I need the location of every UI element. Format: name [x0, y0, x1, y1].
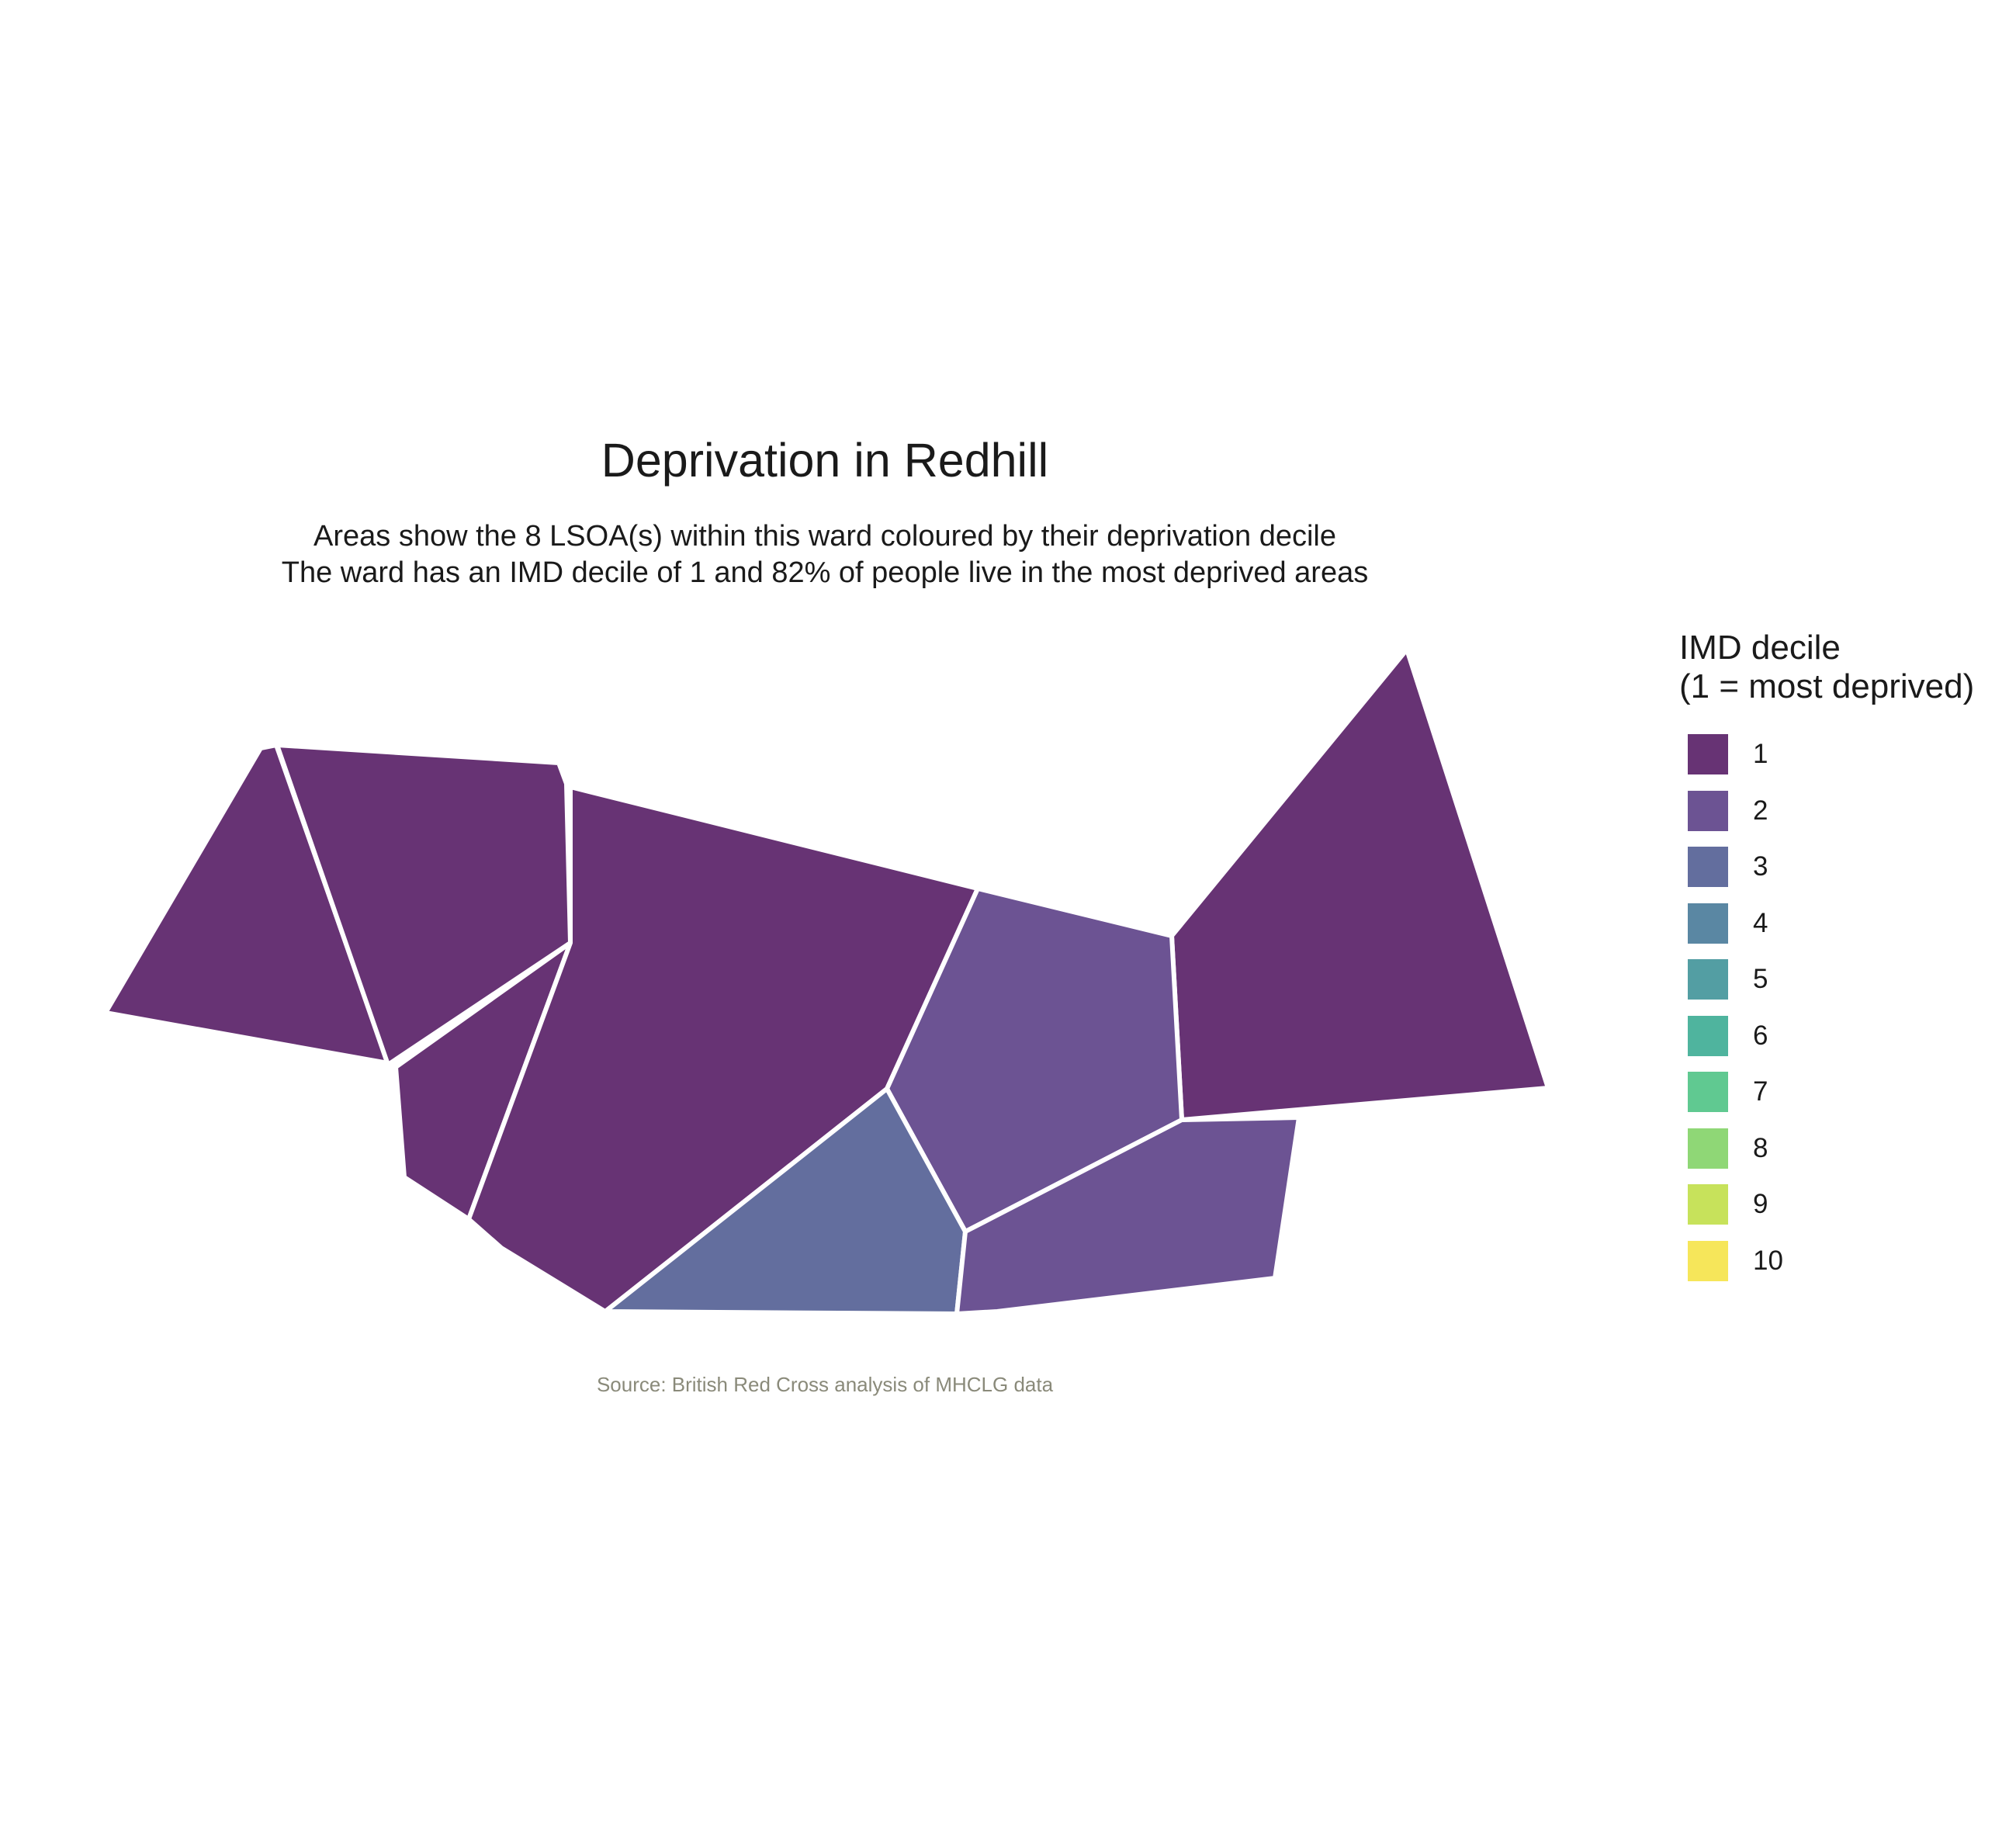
- legend-swatch: [1688, 1128, 1728, 1169]
- legend-swatch: [1688, 1240, 1728, 1281]
- lsoa-area-8: [954, 1115, 1301, 1316]
- legend-item-6: 6: [1679, 1008, 1974, 1065]
- lsoa-area-5: [1169, 647, 1550, 1122]
- legend-label: 2: [1753, 795, 1768, 826]
- legend-label: 8: [1753, 1132, 1768, 1163]
- legend-swatch: [1688, 903, 1728, 944]
- legend-label: 10: [1753, 1245, 1783, 1276]
- legend-label: 9: [1753, 1189, 1768, 1220]
- legend-label: 7: [1753, 1076, 1768, 1107]
- legend-label: 6: [1753, 1020, 1768, 1051]
- legend-item-9: 9: [1679, 1176, 1974, 1233]
- legend-swatch: [1688, 1184, 1728, 1225]
- legend-label: 3: [1753, 851, 1768, 882]
- legend-item-1: 1: [1679, 726, 1974, 783]
- legend-item-3: 3: [1679, 839, 1974, 896]
- lsoa-layer: [103, 647, 1550, 1316]
- legend-item-4: 4: [1679, 896, 1974, 952]
- chart-subtitle-line-1: Areas show the 8 LSOA(s) within this war…: [313, 520, 1336, 553]
- legend-item-10: 10: [1679, 1233, 1974, 1290]
- legend-swatch: [1688, 1015, 1728, 1056]
- chart-caption: Source: British Red Cross analysis of MH…: [596, 1373, 1054, 1396]
- legend-item-8: 8: [1679, 1121, 1974, 1177]
- legend-item-5: 5: [1679, 951, 1974, 1008]
- legend-swatch: [1688, 790, 1728, 831]
- legend-label: 4: [1753, 907, 1768, 938]
- legend-label: 1: [1753, 739, 1768, 770]
- legend-title-line-2: (1 = most deprived): [1679, 667, 1975, 705]
- legend-swatch: [1688, 847, 1728, 888]
- chart-subtitle-line-2: The ward has an IMD decile of 1 and 82% …: [281, 556, 1369, 589]
- legend-swatch: [1688, 1072, 1728, 1113]
- legend-swatch: [1688, 734, 1728, 775]
- legend-title-line-1: IMD decile: [1679, 629, 1841, 667]
- legend-label: 5: [1753, 964, 1768, 995]
- legend-swatch: [1688, 959, 1728, 1000]
- legend-items: 1 2 3 4 5 6 7 8 9 10: [1679, 726, 1974, 1289]
- legend-item-2: 2: [1679, 783, 1974, 840]
- legend: IMD decile (1 = most deprived) 1 2 3 4 5 6 7 8 9…: [1679, 629, 1974, 1289]
- legend-item-7: 7: [1679, 1064, 1974, 1121]
- chart-title: Deprivation in Redhill: [601, 434, 1049, 487]
- legend-title: IMD decile (1 = most deprived): [1679, 629, 1974, 706]
